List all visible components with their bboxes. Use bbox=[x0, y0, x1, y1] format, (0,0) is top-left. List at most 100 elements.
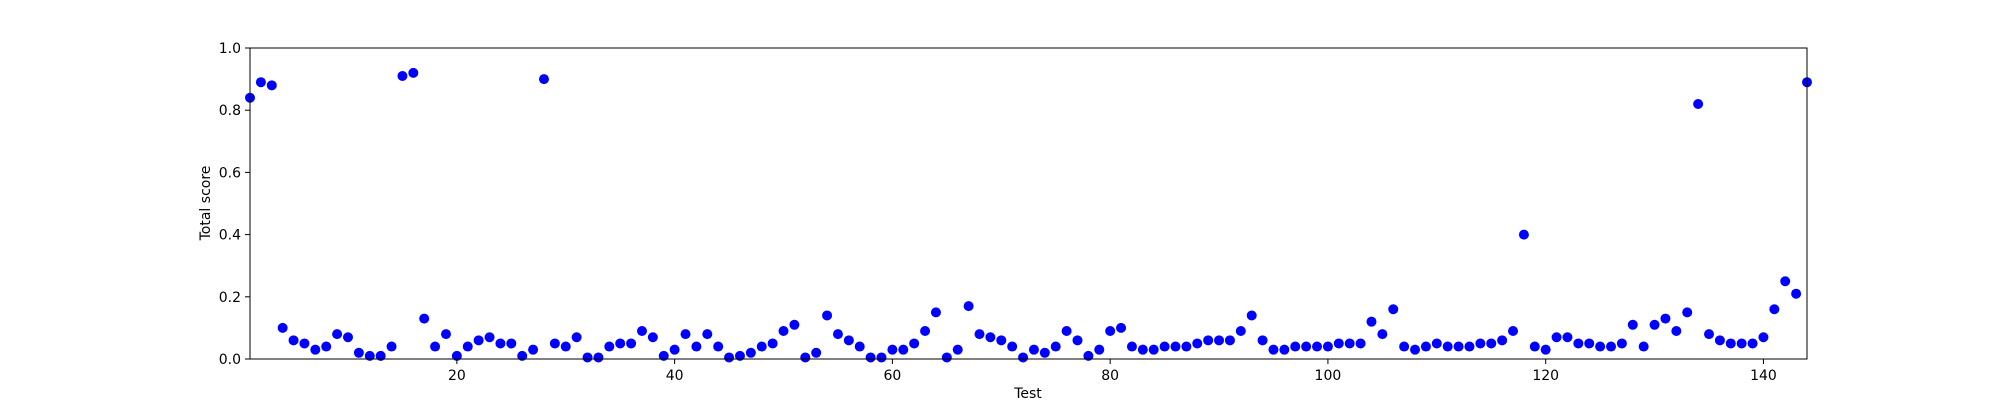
data-point bbox=[386, 341, 397, 352]
x-axis-ticks: 20 40 60 80 100 120 140 bbox=[448, 359, 1777, 384]
plot-area bbox=[250, 48, 1807, 359]
x-axis-label: Test bbox=[1013, 386, 1042, 400]
data-point bbox=[593, 352, 604, 363]
data-point bbox=[626, 338, 637, 349]
data-point bbox=[1529, 341, 1540, 352]
data-point bbox=[1148, 344, 1159, 355]
data-point bbox=[1410, 344, 1421, 355]
x-tick-label: 120 bbox=[1532, 368, 1559, 384]
y-tick-label: 0.6 bbox=[219, 165, 241, 181]
y-tick-label: 1.0 bbox=[219, 41, 241, 57]
data-point bbox=[800, 352, 811, 363]
x-tick-label: 40 bbox=[666, 368, 684, 384]
data-point bbox=[1649, 319, 1660, 330]
data-point bbox=[549, 338, 560, 349]
data-point bbox=[1540, 344, 1551, 355]
data-point bbox=[1638, 341, 1649, 352]
data-point bbox=[1126, 341, 1137, 352]
data-point bbox=[560, 341, 571, 352]
data-point bbox=[342, 332, 353, 343]
data-point bbox=[1137, 344, 1148, 355]
data-point bbox=[713, 341, 724, 352]
data-point bbox=[375, 350, 386, 361]
data-point bbox=[789, 319, 800, 330]
data-point bbox=[1769, 304, 1780, 315]
data-point bbox=[680, 329, 691, 340]
data-point bbox=[1312, 341, 1323, 352]
data-point bbox=[332, 329, 343, 340]
data-point bbox=[408, 67, 419, 78]
plot-frame bbox=[249, 47, 1808, 360]
data-point bbox=[1475, 338, 1486, 349]
data-point bbox=[996, 335, 1007, 346]
data-point bbox=[1497, 335, 1508, 346]
data-point bbox=[1083, 350, 1094, 361]
data-point bbox=[1562, 332, 1573, 343]
data-point bbox=[658, 350, 669, 361]
y-tick-label: 0.8 bbox=[219, 103, 241, 119]
data-point bbox=[1105, 326, 1116, 337]
data-point bbox=[1595, 341, 1606, 352]
data-point bbox=[778, 326, 789, 337]
data-point bbox=[1791, 288, 1802, 299]
data-point bbox=[887, 344, 898, 355]
data-point bbox=[462, 341, 473, 352]
data-point bbox=[1453, 341, 1464, 352]
data-point bbox=[1181, 341, 1192, 352]
data-point bbox=[1431, 338, 1442, 349]
data-point bbox=[636, 326, 647, 337]
data-point bbox=[1170, 341, 1181, 352]
y-tick-label: 0.0 bbox=[219, 352, 241, 368]
data-point bbox=[941, 352, 952, 363]
data-point bbox=[1050, 341, 1061, 352]
data-point bbox=[484, 332, 495, 343]
data-point bbox=[876, 352, 887, 363]
data-point bbox=[1682, 307, 1693, 318]
x-tick-label: 140 bbox=[1750, 368, 1777, 384]
data-point bbox=[1660, 313, 1671, 324]
data-point bbox=[1704, 329, 1715, 340]
data-point bbox=[528, 344, 539, 355]
data-point bbox=[734, 350, 745, 361]
data-point bbox=[832, 329, 843, 340]
data-point bbox=[1061, 326, 1072, 337]
data-point bbox=[756, 341, 767, 352]
data-point bbox=[854, 341, 865, 352]
data-point bbox=[811, 347, 822, 358]
data-point bbox=[1214, 335, 1225, 346]
data-point bbox=[702, 329, 713, 340]
data-point bbox=[865, 352, 876, 363]
data-point bbox=[440, 329, 451, 340]
data-point bbox=[288, 335, 299, 346]
y-axis-label: Total score bbox=[198, 166, 214, 242]
data-point bbox=[266, 80, 277, 91]
data-point bbox=[397, 70, 408, 81]
data-point bbox=[430, 341, 441, 352]
y-tick-label: 0.2 bbox=[219, 290, 241, 306]
data-point bbox=[963, 301, 974, 312]
data-point bbox=[952, 344, 963, 355]
data-point bbox=[451, 350, 462, 361]
data-point bbox=[1464, 341, 1475, 352]
data-point bbox=[1322, 341, 1333, 352]
data-point bbox=[1736, 338, 1747, 349]
data-point bbox=[1747, 338, 1758, 349]
data-point bbox=[1388, 304, 1399, 315]
data-point bbox=[1758, 332, 1769, 343]
x-tick-label: 80 bbox=[1101, 368, 1119, 384]
data-point bbox=[1246, 310, 1257, 321]
data-point bbox=[1018, 352, 1029, 363]
data-point bbox=[1344, 338, 1355, 349]
data-point bbox=[473, 335, 484, 346]
data-point bbox=[1355, 338, 1366, 349]
data-point bbox=[1584, 338, 1595, 349]
data-point bbox=[1399, 341, 1410, 352]
data-point bbox=[767, 338, 778, 349]
data-point bbox=[506, 338, 517, 349]
data-point bbox=[1224, 335, 1235, 346]
data-point bbox=[1420, 341, 1431, 352]
data-point bbox=[745, 347, 756, 358]
data-point bbox=[364, 350, 375, 361]
data-point bbox=[1518, 229, 1529, 240]
